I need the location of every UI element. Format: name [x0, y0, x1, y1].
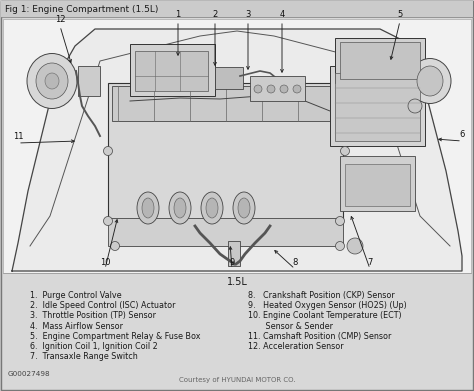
- Text: 7.  Transaxle Range Switch: 7. Transaxle Range Switch: [30, 352, 138, 361]
- Text: 7: 7: [367, 258, 373, 267]
- Text: 2.  Idle Speed Control (ISC) Actuator: 2. Idle Speed Control (ISC) Actuator: [30, 301, 175, 310]
- Circle shape: [347, 238, 363, 254]
- Text: 4: 4: [279, 10, 284, 19]
- Bar: [3, 19, 471, 273]
- Text: 10. Engine Coolant Temperature (ECT): 10. Engine Coolant Temperature (ECT): [248, 311, 401, 320]
- Text: 8: 8: [292, 258, 298, 267]
- Bar: [1, 1, 473, 17]
- Bar: [228, 241, 240, 266]
- Circle shape: [293, 85, 301, 93]
- Bar: [135, 51, 208, 91]
- Ellipse shape: [45, 73, 59, 89]
- Text: Courtesy of HYUNDAI MOTOR CO.: Courtesy of HYUNDAI MOTOR CO.: [179, 377, 295, 383]
- Bar: [345, 164, 410, 206]
- Circle shape: [280, 85, 288, 93]
- Text: 1: 1: [175, 10, 181, 19]
- Text: 8.   Crankshaft Position (CKP) Sensor: 8. Crankshaft Position (CKP) Sensor: [248, 291, 395, 300]
- Text: 4.  Mass Airflow Sensor: 4. Mass Airflow Sensor: [30, 322, 123, 331]
- Text: 1.5L: 1.5L: [227, 277, 247, 287]
- Text: 3: 3: [246, 10, 251, 19]
- Ellipse shape: [174, 198, 186, 218]
- Bar: [215, 67, 243, 89]
- Circle shape: [254, 85, 262, 93]
- Ellipse shape: [201, 192, 223, 224]
- Circle shape: [408, 99, 422, 113]
- Bar: [250, 76, 305, 101]
- Text: 1.  Purge Control Valve: 1. Purge Control Valve: [30, 291, 122, 300]
- Bar: [108, 218, 343, 246]
- Bar: [3, 274, 471, 388]
- Text: 5: 5: [397, 10, 402, 19]
- Circle shape: [336, 242, 345, 251]
- Circle shape: [267, 85, 275, 93]
- Text: 6: 6: [459, 130, 465, 139]
- Bar: [340, 42, 420, 79]
- Text: 5.  Engine Compartment Relay & Fuse Box: 5. Engine Compartment Relay & Fuse Box: [30, 332, 201, 341]
- Bar: [330, 66, 425, 146]
- Text: 12: 12: [55, 15, 65, 24]
- Bar: [108, 83, 343, 223]
- Bar: [130, 44, 215, 96]
- Text: 11. Camshaft Position (CMP) Sensor: 11. Camshaft Position (CMP) Sensor: [248, 332, 392, 341]
- Ellipse shape: [142, 198, 154, 218]
- Bar: [335, 73, 420, 141]
- Text: Fig 1: Engine Compartment (1.5L): Fig 1: Engine Compartment (1.5L): [5, 5, 158, 14]
- Text: 10: 10: [100, 258, 110, 267]
- Text: 6.  Ignition Coil 1, Ignition Coil 2: 6. Ignition Coil 1, Ignition Coil 2: [30, 342, 158, 351]
- Text: 9: 9: [229, 258, 235, 267]
- Circle shape: [336, 217, 345, 226]
- Circle shape: [110, 242, 119, 251]
- Ellipse shape: [169, 192, 191, 224]
- Ellipse shape: [233, 192, 255, 224]
- Text: 9.   Heated Oxygen Sensor (HO2S) (Up): 9. Heated Oxygen Sensor (HO2S) (Up): [248, 301, 407, 310]
- Ellipse shape: [409, 59, 451, 104]
- Text: Sensor & Sender: Sensor & Sender: [248, 322, 333, 331]
- Circle shape: [340, 147, 349, 156]
- Ellipse shape: [417, 66, 443, 96]
- Circle shape: [103, 147, 112, 156]
- Bar: [340, 156, 415, 211]
- Text: 11: 11: [13, 132, 23, 141]
- Ellipse shape: [238, 198, 250, 218]
- Text: 3.  Throttle Position (TP) Sensor: 3. Throttle Position (TP) Sensor: [30, 311, 156, 320]
- Bar: [112, 86, 337, 121]
- Polygon shape: [12, 29, 462, 271]
- Bar: [335, 38, 425, 83]
- Text: G00027498: G00027498: [8, 371, 51, 377]
- Ellipse shape: [36, 63, 68, 99]
- Bar: [78, 66, 100, 96]
- Text: 2: 2: [212, 10, 218, 19]
- Text: 12. Acceleration Sensor: 12. Acceleration Sensor: [248, 342, 344, 351]
- Ellipse shape: [206, 198, 218, 218]
- Circle shape: [103, 217, 112, 226]
- Ellipse shape: [27, 54, 77, 108]
- Ellipse shape: [137, 192, 159, 224]
